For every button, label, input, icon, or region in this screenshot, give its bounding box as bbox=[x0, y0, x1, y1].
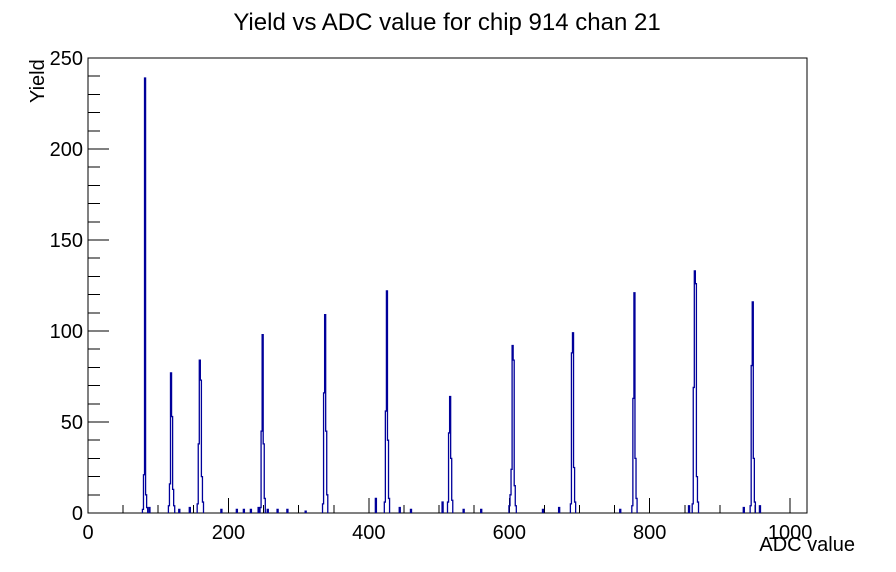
histogram-noise-bin bbox=[462, 508, 465, 513]
histogram-noise-bin bbox=[242, 508, 246, 513]
histogram-noise-bin bbox=[188, 506, 191, 513]
histogram-peak bbox=[383, 290, 391, 513]
x-tick-label: 400 bbox=[352, 522, 385, 544]
x-tick-label: 0 bbox=[82, 522, 93, 544]
histogram-peak bbox=[196, 359, 205, 513]
histogram-noise-bin bbox=[374, 497, 378, 513]
histogram-noise-bin bbox=[276, 508, 279, 513]
y-tick-label: 200 bbox=[50, 139, 83, 161]
x-tick-label: 800 bbox=[633, 522, 666, 544]
histogram-noise-bin bbox=[148, 506, 151, 513]
x-axis-title: ADC value bbox=[759, 534, 855, 556]
histogram-noise-bin bbox=[441, 501, 444, 513]
histogram-noise-bin bbox=[541, 508, 545, 513]
y-tick-label: 150 bbox=[50, 230, 83, 252]
y-tick-label: 250 bbox=[50, 48, 83, 70]
histogram-peak bbox=[631, 292, 638, 513]
histogram-peak bbox=[141, 77, 149, 513]
plot-frame: 0 200 400 600 800 1000 0 50 100 150 200 250 bbox=[50, 48, 813, 544]
y-axis-title: Yield bbox=[27, 59, 49, 103]
histogram-peak bbox=[749, 301, 757, 513]
x-tick-label: 200 bbox=[212, 522, 245, 544]
y-tick-label: 50 bbox=[61, 412, 83, 434]
histogram-noise-bin bbox=[235, 508, 239, 513]
x-tick-label: 600 bbox=[493, 522, 526, 544]
histogram-noise-bin bbox=[398, 506, 401, 513]
axes-frame bbox=[87, 57, 808, 514]
histogram-peak bbox=[259, 333, 266, 513]
histogram-noise-bin bbox=[286, 508, 289, 513]
histogram-peak bbox=[167, 372, 176, 513]
x-tick-label: 1000 bbox=[768, 522, 813, 544]
histogram-peak bbox=[446, 395, 454, 513]
histogram-noise-bin bbox=[304, 510, 307, 513]
histogram-noise-bin bbox=[220, 508, 223, 513]
histogram-noise-bin bbox=[758, 505, 762, 513]
histogram-noise-bin bbox=[742, 506, 745, 513]
histogram-noise-bin bbox=[480, 508, 483, 513]
histogram-noise-bin bbox=[409, 508, 413, 513]
histogram-noise-bin bbox=[687, 505, 691, 513]
histogram-noise-bin bbox=[266, 508, 269, 513]
histogram-peak bbox=[691, 270, 700, 513]
histogram-noise-bin bbox=[249, 508, 253, 513]
histogram-noise-bin bbox=[257, 506, 260, 513]
y-tick-label: 100 bbox=[50, 321, 83, 343]
y-tick-label: 0 bbox=[72, 503, 83, 525]
histogram-noise-bin bbox=[178, 508, 181, 513]
chart-title: Yield vs ADC value for chip 914 chan 21 bbox=[233, 9, 660, 36]
histogram-noise-bin bbox=[619, 508, 622, 513]
histogram-peak bbox=[321, 313, 329, 513]
histogram-peak bbox=[508, 344, 517, 513]
histogram-noise-bin bbox=[557, 506, 561, 513]
histogram-peak bbox=[569, 332, 577, 513]
